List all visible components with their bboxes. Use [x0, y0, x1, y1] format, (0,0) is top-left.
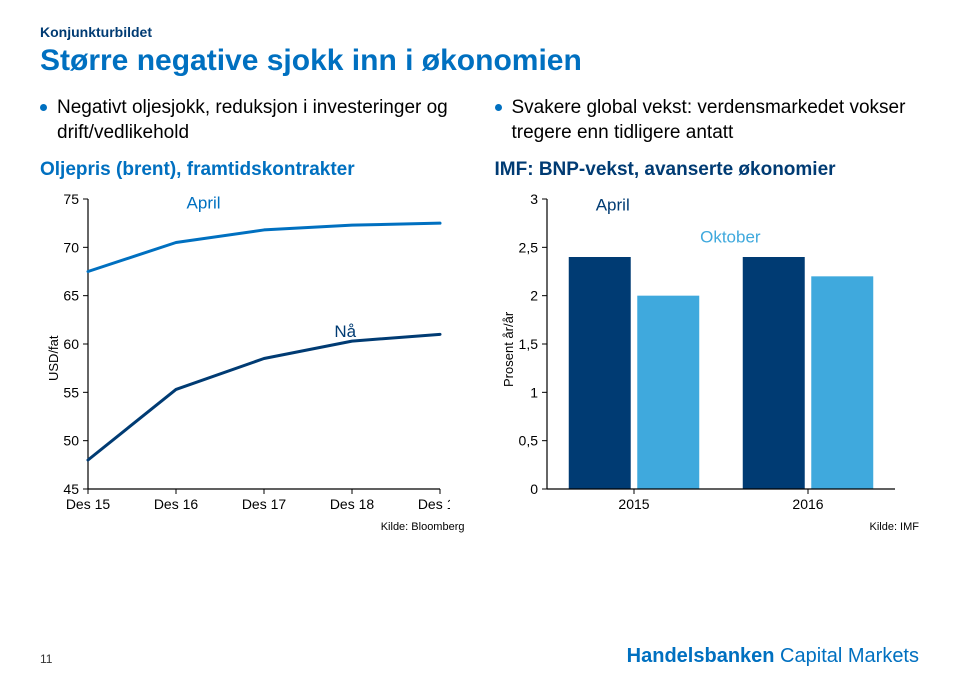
brand-sub: Capital Markets: [775, 645, 920, 667]
page-number: 11: [40, 652, 52, 666]
svg-text:65: 65: [63, 288, 79, 304]
left-chart-wrap: USD/fat 45 50 55 60 65 70 75 Des 15 Des 16 Des 17…: [40, 189, 465, 533]
svg-text:55: 55: [63, 385, 79, 401]
left-y-axis-label: USD/fat: [46, 335, 61, 381]
svg-text:Des 15: Des 15: [66, 496, 111, 512]
page-title: Større negative sjokk inn i økonomien: [40, 44, 919, 78]
svg-text:1,5: 1,5: [518, 336, 538, 352]
right-column: Svakere global vekst: verdensmarkedet vo…: [495, 96, 920, 533]
right-chart-wrap: Prosent år/år 0 0,5 1 1,5 2 2,5 3 2015 2016 April…: [495, 189, 920, 533]
left-column: Negativt oljesjokk, reduksjon i invester…: [40, 96, 465, 533]
svg-text:75: 75: [63, 191, 79, 207]
bullet-dot-icon: [40, 104, 47, 111]
svg-text:3: 3: [530, 191, 538, 207]
oil-price-line-chart: 45 50 55 60 65 70 75 Des 15 Des 16 Des 17 Des 18 De…: [40, 189, 450, 519]
svg-text:70: 70: [63, 240, 79, 256]
svg-text:0: 0: [530, 481, 538, 497]
svg-text:Des 19: Des 19: [418, 496, 450, 512]
right-y-axis-label: Prosent år/år: [501, 312, 516, 387]
brand-name: Handelsbanken: [627, 645, 775, 667]
svg-text:2015: 2015: [618, 496, 649, 512]
svg-text:Nå: Nå: [334, 323, 356, 342]
right-source: Kilde: IMF: [495, 521, 920, 533]
right-bullet-text: Svakere global vekst: verdensmarkedet vo…: [512, 96, 920, 145]
columns: Negativt oljesjokk, reduksjon i invester…: [40, 96, 919, 533]
kicker: Konjunkturbildet: [40, 24, 919, 40]
svg-text:April: April: [595, 196, 629, 215]
svg-text:Des 18: Des 18: [330, 496, 375, 512]
svg-text:50: 50: [63, 433, 79, 449]
gdp-growth-bar-chart: 0 0,5 1 1,5 2 2,5 3 2015 2016 April Oktober: [495, 189, 905, 519]
svg-text:2,5: 2,5: [518, 240, 538, 256]
svg-text:2016: 2016: [792, 496, 823, 512]
left-subhead: Oljepris (brent), framtidskontrakter: [40, 159, 465, 181]
left-source: Kilde: Bloomberg: [40, 521, 465, 533]
right-subhead: IMF: BNP-vekst, avanserte økonomier: [495, 159, 920, 181]
right-bullet: Svakere global vekst: verdensmarkedet vo…: [495, 96, 920, 145]
svg-text:Des 16: Des 16: [154, 496, 199, 512]
bullet-dot-icon: [495, 104, 502, 111]
svg-text:0,5: 0,5: [518, 433, 538, 449]
brand-logo: Handelsbanken Capital Markets: [627, 645, 919, 668]
svg-text:Oktober: Oktober: [700, 228, 761, 247]
svg-text:April: April: [187, 194, 221, 213]
left-bullet: Negativt oljesjokk, reduksjon i invester…: [40, 96, 465, 145]
svg-text:60: 60: [63, 336, 79, 352]
left-bullet-text: Negativt oljesjokk, reduksjon i invester…: [57, 96, 465, 145]
svg-text:45: 45: [63, 481, 79, 497]
svg-text:2: 2: [530, 288, 538, 304]
svg-text:1: 1: [530, 385, 538, 401]
svg-text:Des 17: Des 17: [242, 496, 287, 512]
